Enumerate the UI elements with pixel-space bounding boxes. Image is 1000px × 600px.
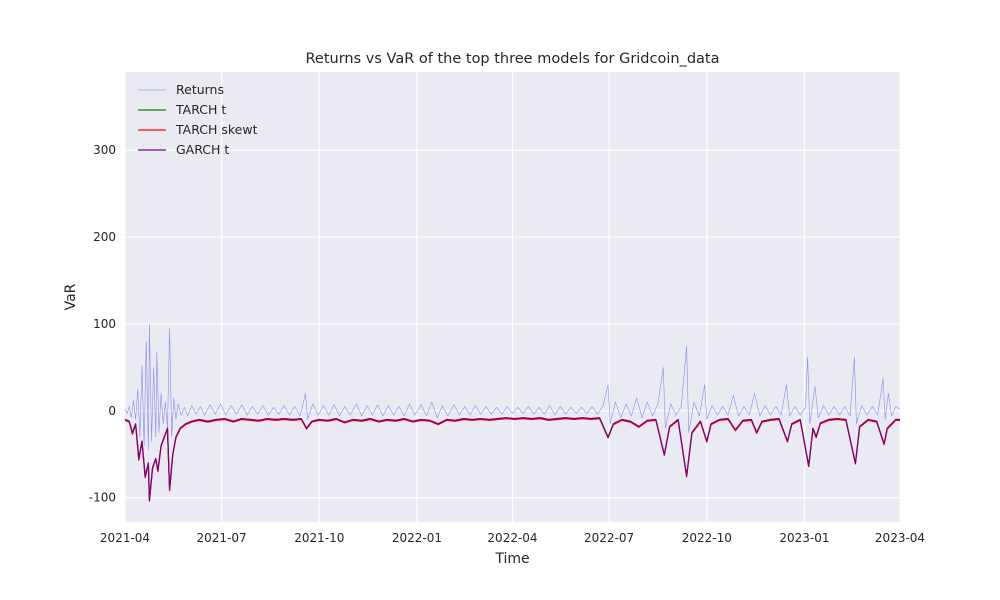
y-tick-label: 300 [93, 143, 116, 157]
legend-label: TARCH t [175, 102, 226, 117]
legend-label: Returns [176, 82, 224, 97]
x-axis-label: Time [494, 551, 529, 567]
grid [124, 72, 901, 522]
x-tick-label: 2021-10 [294, 531, 344, 545]
y-tick-label: -100 [89, 491, 116, 505]
series-line-returns [124, 323, 901, 451]
x-axis: 2021-04 2021-07 2021-10 2022-01 2022-04 2022-… [100, 531, 925, 545]
legend-label: GARCH t [176, 142, 229, 157]
x-tick-label: 2023-04 [875, 531, 925, 545]
y-tick-label: 200 [93, 230, 116, 244]
chart-title: Returns vs VaR of the top three models f… [306, 51, 720, 67]
y-axis-label: VaR [63, 283, 79, 310]
y-tick-label: 0 [108, 404, 116, 418]
x-tick-label: 2022-07 [584, 531, 634, 545]
x-tick-label: 2023-01 [779, 531, 829, 545]
legend-label: TARCH skewt [175, 122, 258, 137]
x-tick-label: 2022-01 [392, 531, 442, 545]
y-tick-label: 100 [93, 317, 116, 331]
x-tick-label: 2022-10 [682, 531, 732, 545]
legend: Returns TARCH t TARCH skewt GARCH t [138, 82, 258, 157]
x-tick-label: 2022-04 [487, 531, 537, 545]
y-axis: -100 0 100 200 300 [89, 143, 116, 504]
x-tick-label: 2021-07 [197, 531, 247, 545]
series-layer [124, 323, 901, 502]
series-line-garch-t [124, 417, 900, 502]
x-tick-label: 2021-04 [100, 531, 150, 545]
